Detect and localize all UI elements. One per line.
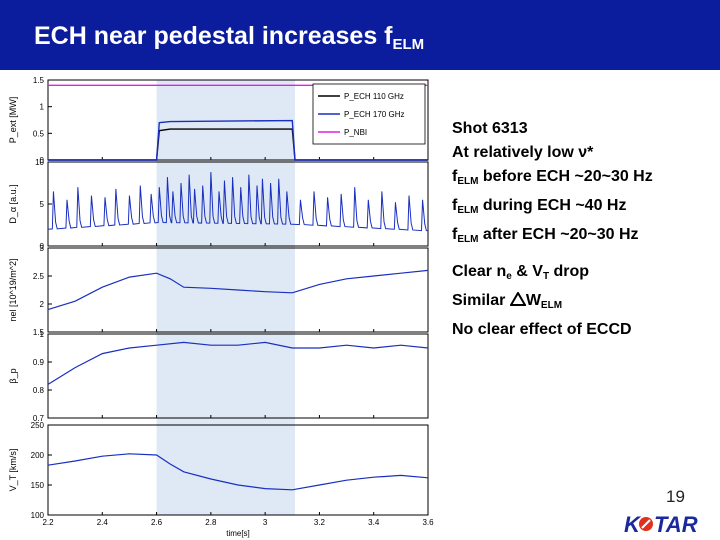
b2-line: Clear ne & VT drop bbox=[452, 263, 590, 282]
legend-label: P_ECH 170 GHz bbox=[344, 110, 404, 119]
slide-title: ECH near pedestal increases fELM bbox=[34, 22, 425, 53]
y-tick-label: 0 bbox=[40, 156, 45, 165]
y-tick-label: 150 bbox=[31, 481, 45, 490]
y-tick-label: 2.5 bbox=[33, 272, 45, 281]
x-tick-label: 2.4 bbox=[97, 518, 109, 527]
x-tick-label: 2.8 bbox=[205, 518, 217, 527]
kstar-logo: K TAR bbox=[620, 510, 716, 538]
y-tick-label: 1.5 bbox=[33, 328, 45, 337]
series-line-vt-0 bbox=[47, 453, 429, 491]
y-axis-label: V_T [km/s] bbox=[8, 449, 18, 492]
y-tick-label: 0.9 bbox=[33, 358, 45, 367]
y-tick-label: 1 bbox=[40, 103, 45, 112]
x-tick-label: 3 bbox=[263, 518, 268, 527]
panel-frame-vt bbox=[47, 424, 429, 516]
panel-frame-ne bbox=[47, 247, 429, 333]
b1-line: fELM after ECH ~20~30 Hz bbox=[452, 226, 639, 245]
y-axis-label: P_ext [MW] bbox=[8, 97, 18, 144]
svg-text:TAR: TAR bbox=[654, 512, 698, 537]
ech-window-shade bbox=[156, 80, 295, 515]
x-tick-label: 2.6 bbox=[151, 518, 163, 527]
x-axis-label: time[s] bbox=[226, 529, 250, 538]
dalpha-series-line bbox=[47, 172, 429, 232]
delta-triangle-icon bbox=[509, 291, 527, 306]
ech-observations-text: Shot 6313 At relatively low ν* fELM before… bbox=[452, 117, 653, 252]
panel-frame-betap bbox=[47, 333, 429, 419]
y-tick-label: 0.8 bbox=[33, 386, 45, 395]
y-tick-label: 2 bbox=[40, 300, 45, 309]
y-tick-label: 0.7 bbox=[33, 414, 45, 423]
y-axis-label: D_α [a.u.] bbox=[8, 184, 18, 223]
y-tick-label: 5 bbox=[40, 200, 45, 209]
y-tick-label: 1.5 bbox=[33, 76, 45, 85]
b1-line: Shot 6313 bbox=[452, 120, 528, 137]
x-tick-label: 3.6 bbox=[422, 518, 434, 527]
y-tick-label: 0.5 bbox=[33, 129, 45, 138]
svg-text:K: K bbox=[624, 512, 642, 537]
page-number: 19 bbox=[666, 487, 685, 506]
y-tick-label: 250 bbox=[31, 421, 45, 430]
b1-line: At relatively low ν* bbox=[452, 144, 594, 161]
y-axis-label: β_p bbox=[8, 368, 18, 383]
y-tick-label: 0 bbox=[40, 242, 45, 251]
legend-label: P_NBI bbox=[344, 128, 367, 137]
y-tick-label: 10 bbox=[35, 158, 44, 167]
x-tick-label: 3.2 bbox=[314, 518, 326, 527]
y-tick-label: 200 bbox=[31, 451, 45, 460]
legend-label: P_ECH 110 GHz bbox=[344, 92, 404, 101]
series-line-power-1 bbox=[48, 119, 428, 161]
series-line-ne-0 bbox=[47, 269, 429, 311]
y-tick-label: 1 bbox=[40, 330, 45, 339]
x-tick-label: 3.4 bbox=[368, 518, 380, 527]
series-line-betap-0 bbox=[47, 341, 429, 385]
y-tick-label: 100 bbox=[31, 511, 45, 520]
b2-line: Similar WELM bbox=[452, 291, 563, 311]
profile-observations-text: Clear ne & VT drop Similar WELM No clear e… bbox=[452, 260, 632, 342]
y-tick-label: 3 bbox=[40, 244, 45, 253]
b1-line: fELM before ECH ~20~30 Hz bbox=[452, 168, 653, 187]
x-tick-label: 2.2 bbox=[42, 518, 54, 527]
title-bar: ECH near pedestal increases fELM bbox=[0, 0, 720, 70]
b1-line: fELM during ECH ~40 Hz bbox=[452, 197, 627, 216]
b2-line: No clear effect of ECCD bbox=[452, 321, 632, 338]
panel-frame-power bbox=[47, 79, 429, 161]
y-axis-label: nel [10^19/m^2] bbox=[8, 259, 18, 322]
